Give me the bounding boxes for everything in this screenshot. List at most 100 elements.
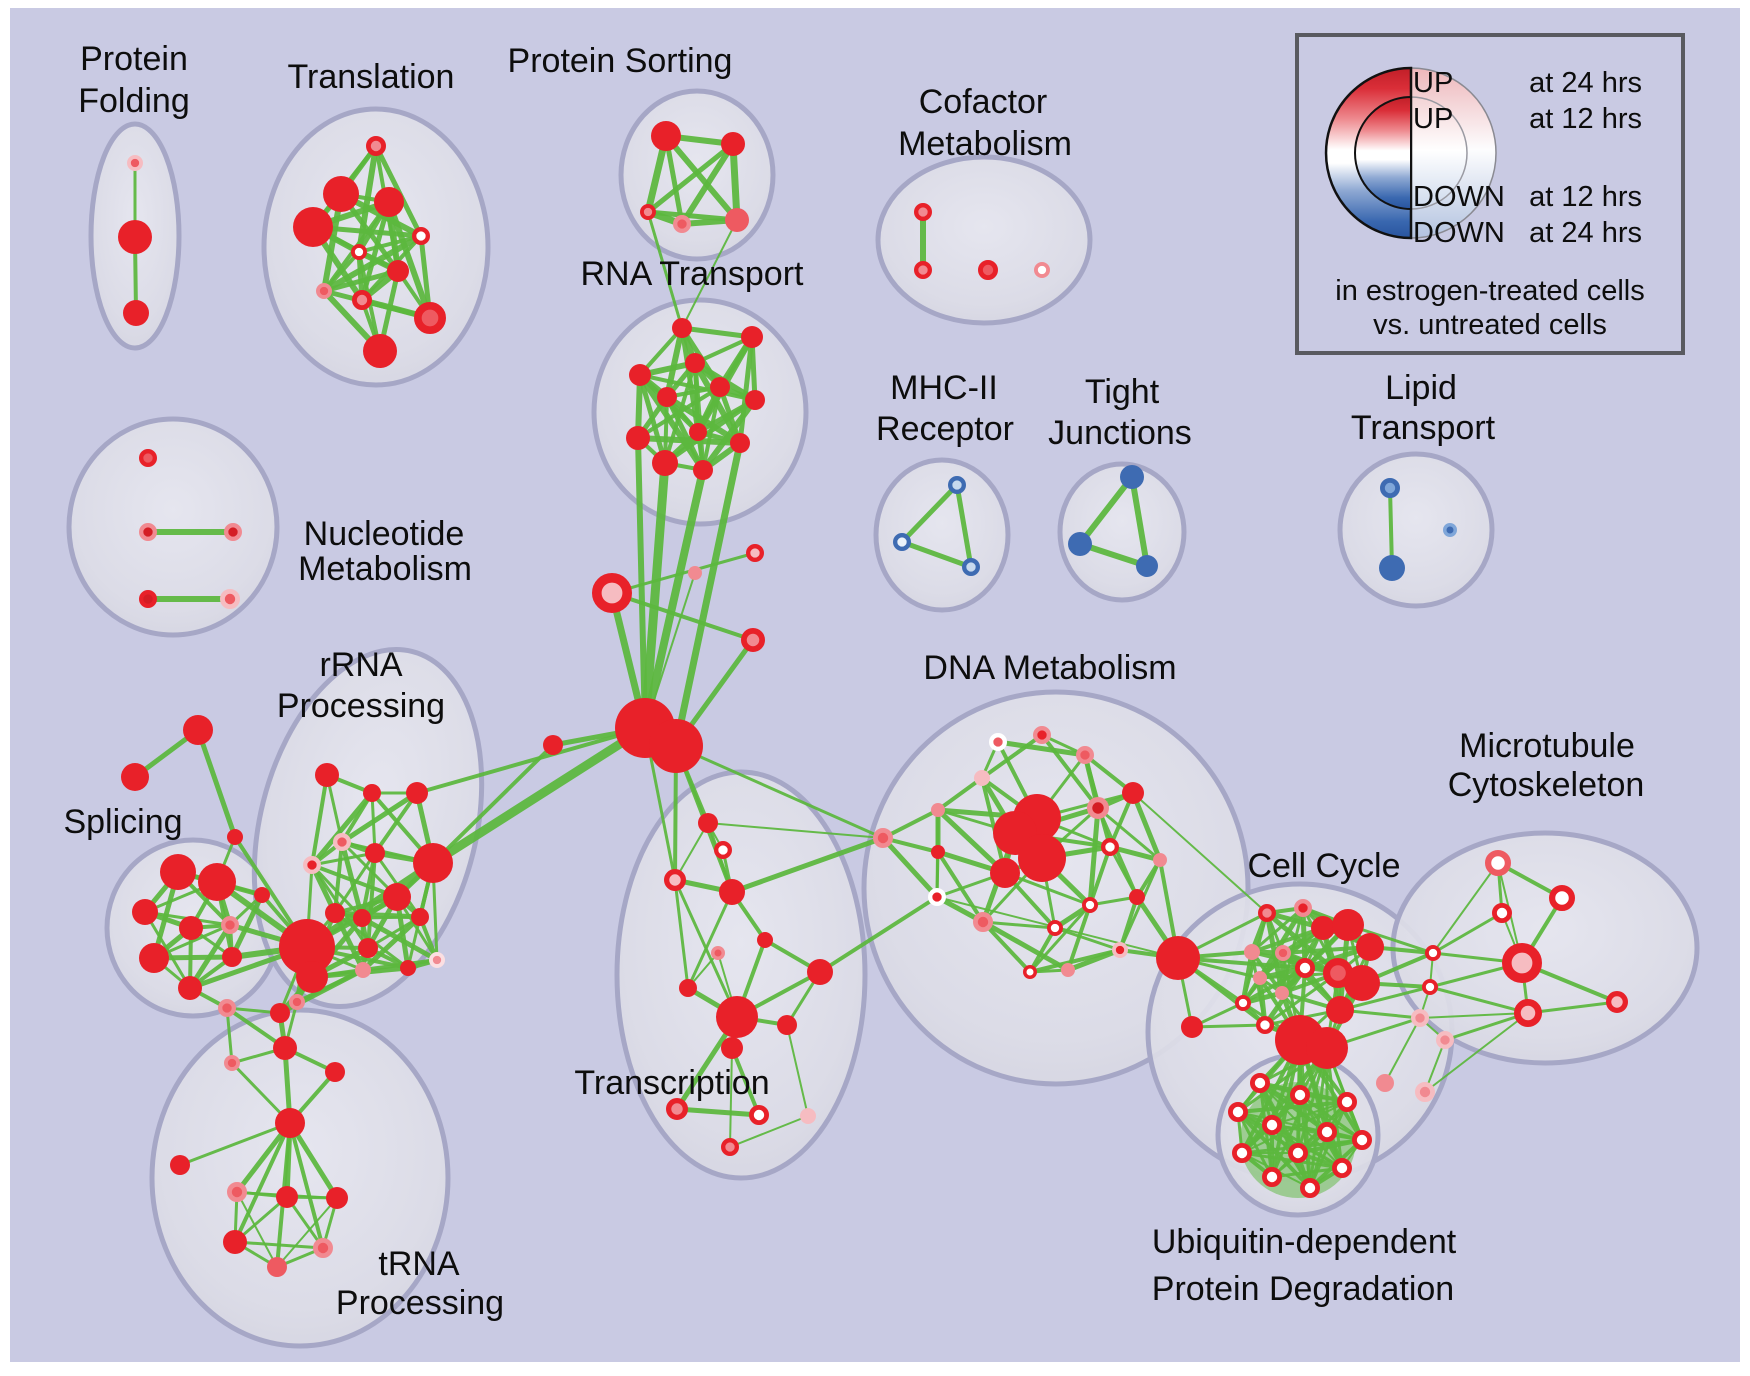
gene-node-waist	[745, 543, 764, 562]
gene-node-ubiq	[1262, 1115, 1283, 1136]
gene-node-rrna	[429, 951, 446, 968]
gene-node-waist	[591, 572, 632, 613]
gene-node-ubiq	[1232, 1143, 1253, 1164]
gene-node-trna	[275, 1108, 305, 1138]
gene-node-trna	[267, 1257, 287, 1277]
label-tight-2: Junctions	[1048, 414, 1192, 452]
gene-node-stri	[227, 829, 243, 845]
network-edge	[645, 141, 736, 215]
network-edge	[1241, 966, 1307, 1005]
gene-node-trans	[713, 840, 732, 859]
gene-node-micr	[1513, 998, 1542, 1027]
gene-node-spl	[132, 899, 158, 925]
gene-node-ubiq	[1290, 1085, 1311, 1106]
gene-node-trna	[226, 1182, 247, 1203]
network-edge	[1250, 906, 1305, 954]
label-lipid-1: Lipid	[1385, 369, 1457, 407]
gene-node-cell	[1332, 909, 1364, 941]
cluster-ellipse-trna-processing	[149, 1007, 451, 1349]
network-edge	[373, 791, 419, 855]
network-edge	[936, 776, 984, 812]
network-edge	[664, 394, 706, 473]
network-edge	[1338, 985, 1432, 1012]
network-edge	[673, 878, 739, 1019]
gene-node-sort	[672, 215, 691, 234]
gene-node-trans	[711, 946, 725, 960]
gene-node-dna	[931, 803, 945, 817]
gene-node-rnat	[689, 423, 707, 441]
gene-node-trans	[698, 813, 718, 833]
network-edge	[673, 878, 690, 990]
label-tight-1: Tight	[1085, 373, 1160, 411]
network-edge	[686, 890, 734, 990]
network-edge	[333, 851, 377, 915]
network-edge	[899, 482, 960, 545]
gene-node-cofa	[913, 261, 932, 280]
gene-node-spl	[221, 915, 240, 934]
gene-node-rrna	[355, 962, 371, 978]
gene-node-dna	[1122, 782, 1144, 804]
gene-node-trans	[666, 1098, 689, 1121]
gene-node-trna	[273, 1036, 297, 1060]
legend-dir-up-12: UP	[1413, 103, 1454, 135]
gene-node-trna	[325, 1062, 345, 1082]
network-edge	[233, 1121, 292, 1244]
gene-node-tigh	[1136, 555, 1158, 577]
network-edge	[321, 233, 424, 294]
gene-node-rnat	[672, 318, 692, 338]
gene-node-rnat	[730, 433, 750, 453]
network-edge	[339, 790, 420, 845]
gene-node-rrna	[303, 855, 322, 874]
gene-node-tran	[413, 301, 446, 334]
label-cofactor-2: Metabolism	[898, 125, 1072, 163]
network-edge	[635, 435, 743, 446]
network-edge	[672, 439, 744, 750]
gene-node-trna	[170, 1155, 190, 1175]
label-mhc-1: MHC-II	[890, 369, 998, 407]
network-edge	[1129, 474, 1150, 569]
gene-node-trans	[679, 979, 697, 997]
gene-node-rrna	[279, 919, 335, 975]
gene-node-ubiq	[1262, 1167, 1283, 1188]
network-edge	[236, 1191, 278, 1268]
network-edge	[195, 727, 238, 840]
gene-node-cell	[1326, 996, 1354, 1024]
network-edge	[321, 268, 401, 294]
label-trna-1: tRNA	[378, 1245, 460, 1283]
network-edge	[1132, 792, 1268, 914]
network-edge	[1040, 733, 1100, 810]
gene-node-ubiq	[1332, 1158, 1353, 1179]
network-edge	[995, 739, 1088, 758]
gene-node-rnat	[741, 326, 763, 348]
gene-node-trans	[800, 1108, 816, 1124]
network-edge	[1028, 903, 1092, 974]
gene-node-ubiq	[1317, 1122, 1338, 1143]
gene-node-rrna	[383, 883, 411, 911]
network-edge	[646, 210, 684, 330]
network-edge	[700, 397, 758, 473]
label-ubiquitin-2: Protein Degradation	[1152, 1270, 1454, 1308]
label-lipid-2: Transport	[1351, 409, 1496, 447]
legend-dir-down-12: DOWN	[1413, 181, 1505, 213]
gene-node-brid	[1422, 978, 1439, 995]
label-cofactor-1: Cofactor	[919, 83, 1048, 121]
legend-glyph-icon	[1324, 66, 1497, 240]
gene-node-micr	[1492, 903, 1513, 924]
gene-node-fold	[126, 154, 143, 171]
gene-node-cofa	[978, 259, 999, 280]
legend-time-12up: at 12 hrs	[1529, 103, 1642, 135]
gene-node-rnat	[710, 377, 730, 397]
gene-node-trans	[757, 932, 773, 948]
gene-node-rrna	[296, 961, 328, 993]
gene-node-dna	[1033, 725, 1052, 744]
network-edge	[663, 133, 740, 223]
network-edge	[1077, 474, 1135, 547]
legend-note-line2: vs. untreated cells	[1373, 309, 1607, 341]
network-edge	[1190, 1023, 1267, 1029]
gene-node-nucl	[139, 522, 158, 541]
network-edge	[954, 482, 974, 570]
gene-node-trans	[749, 1105, 770, 1126]
gene-node-dna	[988, 732, 1007, 751]
gene-node-rrna	[413, 843, 453, 883]
network-edge	[707, 822, 884, 839]
